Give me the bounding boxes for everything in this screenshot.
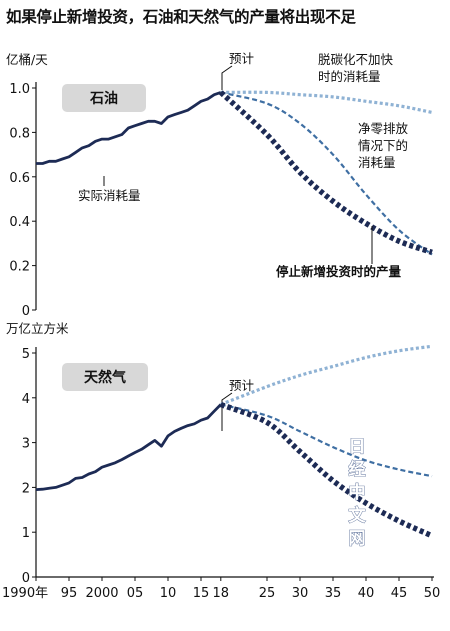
x-tick-label: 10	[160, 586, 177, 601]
gas-panel-label-box	[62, 363, 148, 391]
x-axis: 1990年 95 2000 05 10 15 18 25 30 35 40 45 50	[2, 576, 441, 601]
gas-panel-label: 天然气	[84, 369, 126, 386]
oil-panel-label-box	[62, 84, 146, 112]
oil-series-stop-new-investment	[218, 90, 433, 255]
gas-forecast-leader	[221, 392, 233, 431]
oil-y-tick-label: 0.4	[9, 215, 30, 230]
oil-series-net-zero	[220, 91, 433, 256]
gas-y-tick-label: 1	[22, 526, 30, 541]
x-tick-label: 2000	[85, 586, 118, 601]
gas-series-no-acceleration	[220, 344, 433, 406]
x-tick-label: 15	[193, 586, 210, 601]
x-tick-label: 50	[424, 586, 441, 601]
gas-series-net-zero	[220, 403, 433, 478]
gas-series-actual	[35, 403, 222, 491]
gas-y-tick-label: 2	[22, 481, 30, 496]
x-tick-label: 45	[391, 586, 408, 601]
x-tick-label: 95	[61, 586, 78, 601]
oil-y-tick-label: 1.0	[9, 82, 30, 97]
watermark-glyph: 文	[349, 505, 367, 526]
oil-series-actual	[36, 91, 222, 165]
x-tick-label: 05	[127, 586, 144, 601]
watermark-glyph: 中	[349, 482, 366, 503]
oil-series-label-actual: 实际消耗量	[78, 188, 141, 203]
gas-y-tick-label: 3	[22, 437, 30, 452]
oil-forecast-label: 预计	[229, 51, 254, 66]
x-tick-label: 18	[213, 586, 230, 601]
watermark-glyph: 日	[349, 437, 366, 457]
gas-y-tick-label: 4	[22, 392, 30, 407]
oil-series-label-net-zero: 净零排放情况下的消耗量	[358, 121, 409, 170]
oil-y-tick-label: 0.2	[9, 260, 30, 275]
chart-title: 如果停止新增投资，石油和天然气的产量将出现不足	[6, 8, 356, 26]
gas-y-tick-label: 0	[22, 571, 30, 586]
watermark-glyph: 网	[349, 529, 366, 549]
oil-y-tick-label: 0.8	[9, 126, 30, 141]
gas-y-unit-label: 万亿立方米	[6, 321, 69, 336]
gas-y-tick-label: 5	[22, 347, 30, 362]
oil-y-tick-label: 0	[22, 304, 30, 319]
watermark-glyph: 经	[349, 459, 366, 480]
oil-forecast-leader	[221, 65, 233, 90]
x-tick-label: 40	[358, 586, 375, 601]
x-tick-label: 35	[325, 586, 342, 601]
gas-series-stop-new-investment	[219, 401, 434, 539]
gas-forecast-label: 预计	[229, 378, 254, 393]
oil-series-label-no-acceleration: 脱碳化不加快时的消耗量	[318, 52, 394, 84]
gas-panel: 0 1 2 3 4 5 万亿立方米天然气预计	[6, 321, 434, 586]
x-tick-label: 1990年	[2, 586, 48, 601]
oil-y-unit-label: 亿桶/天	[6, 52, 48, 67]
oil-y-tick-label: 0.6	[9, 171, 30, 186]
oil-series-no-acceleration	[220, 90, 433, 114]
x-tick-label: 30	[292, 586, 309, 601]
x-tick-label: 25	[259, 586, 276, 601]
oil-panel-label: 石油	[89, 90, 118, 107]
oil-series-label-stop-new-investment: 停止新增投资时的产量	[276, 264, 402, 279]
